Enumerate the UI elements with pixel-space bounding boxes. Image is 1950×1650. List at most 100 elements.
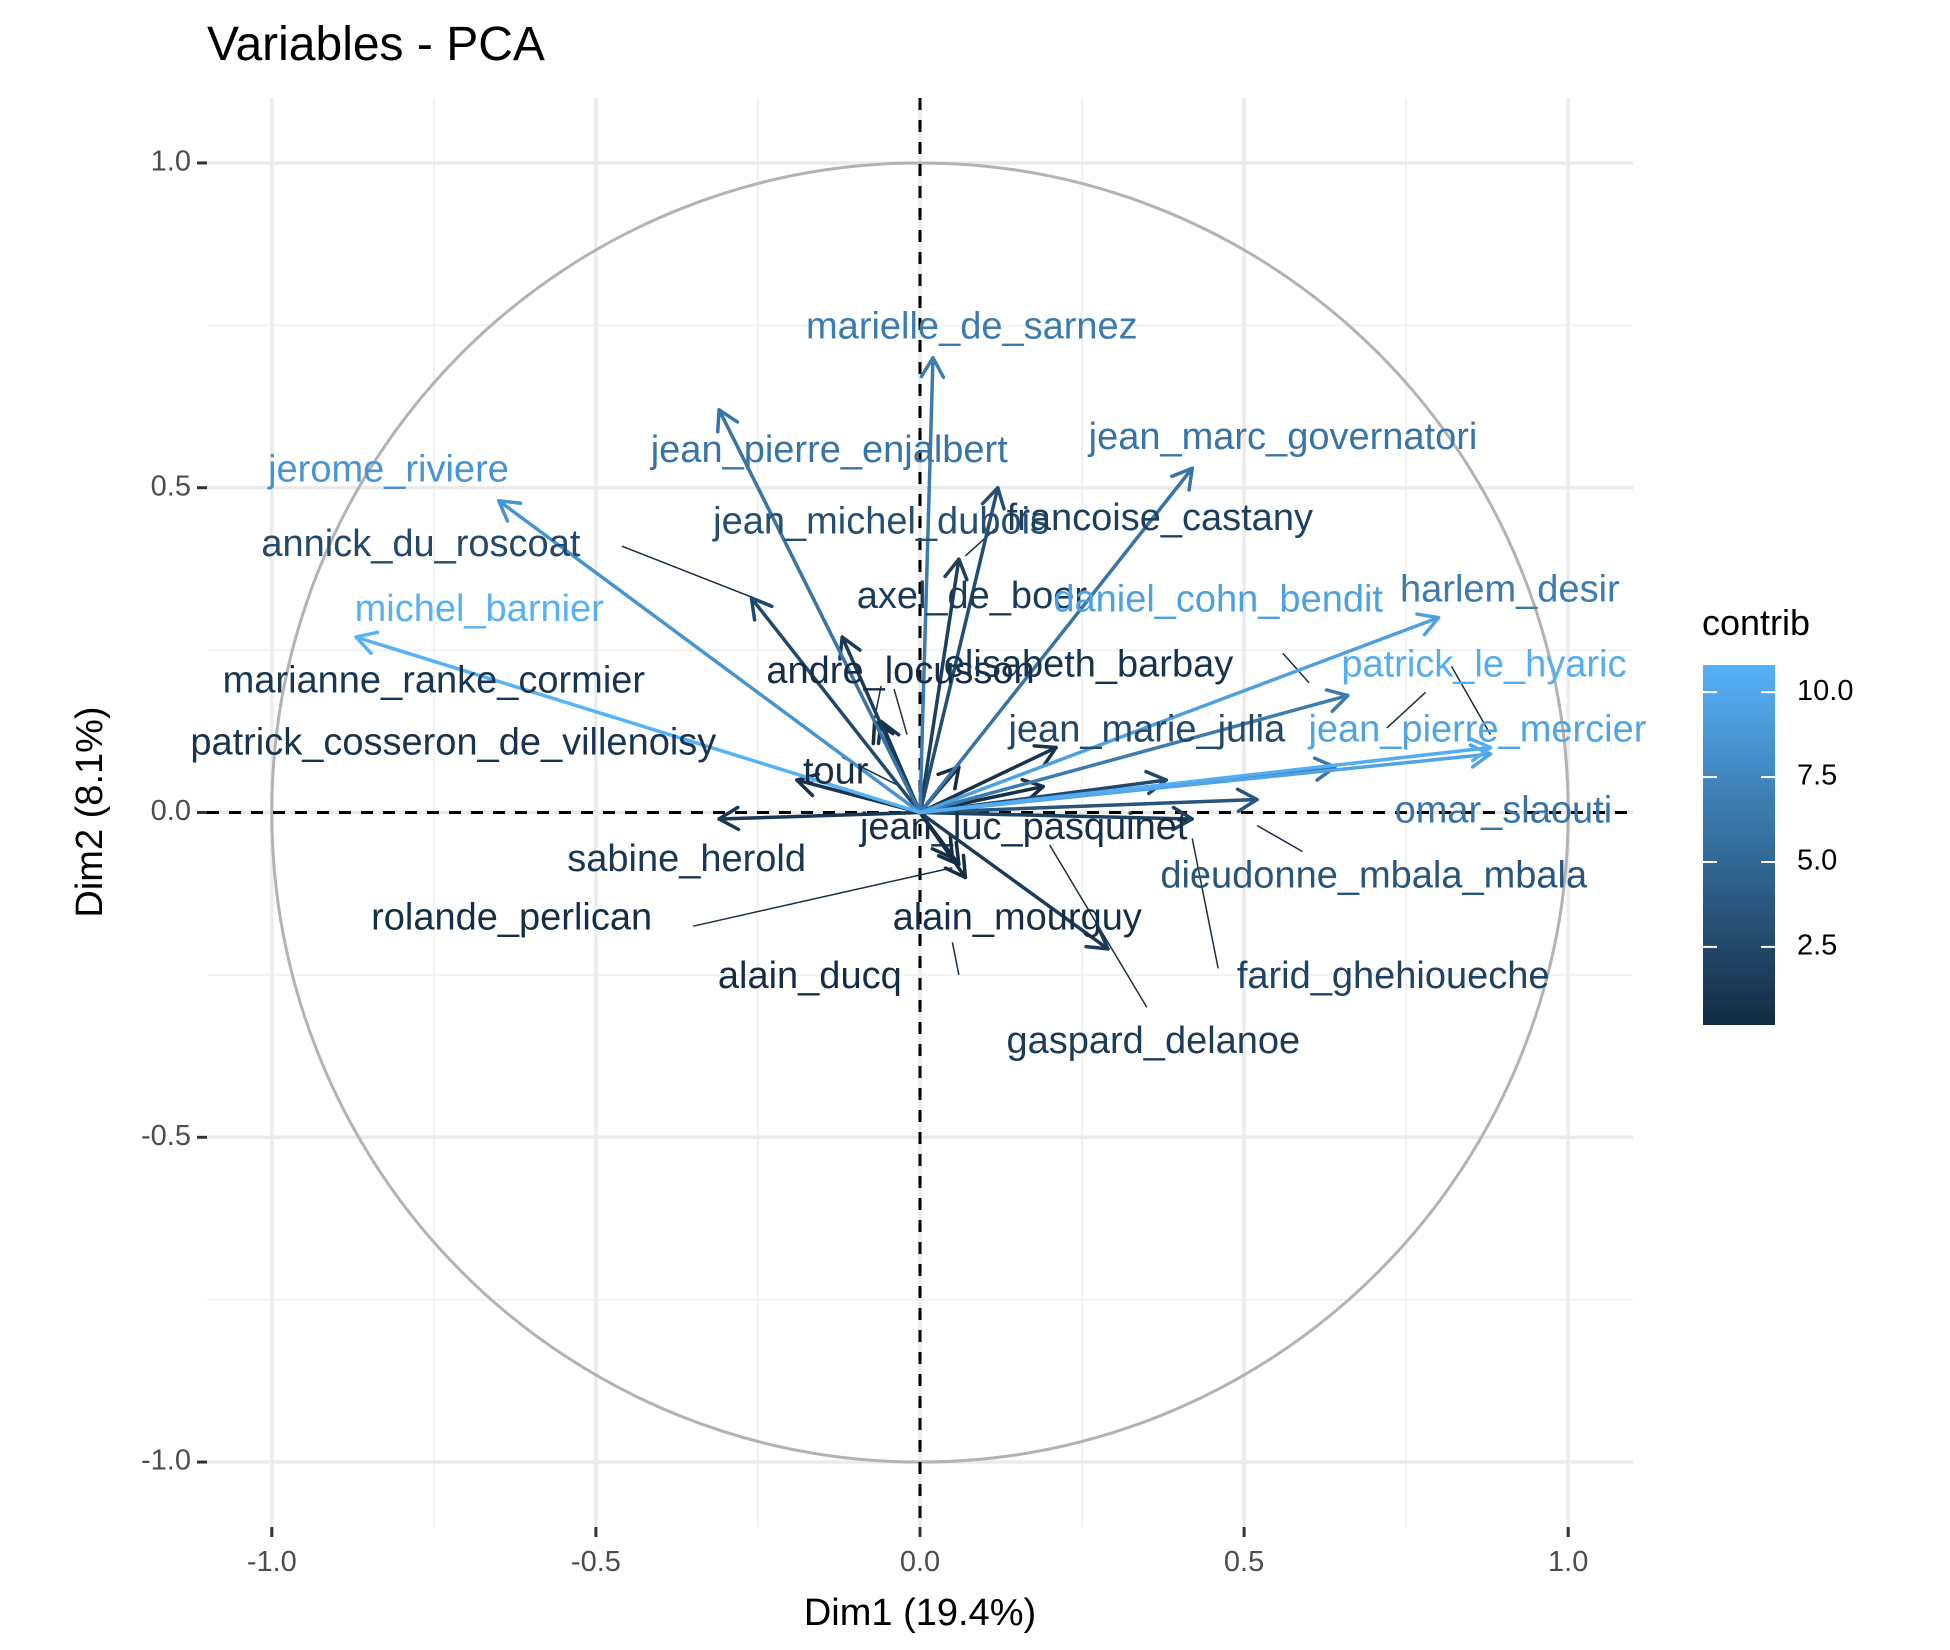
variable-arrow-annick-du-roscoat (749, 596, 922, 815)
variable-label-michel-barnier: michel_barnier (355, 588, 605, 630)
leader-line (1191, 838, 1219, 969)
legend-tick-label: 5.0 (1797, 845, 1837, 877)
variable-label-elisabeth-barbay: elisabeth_barbay (944, 643, 1233, 685)
variable-arrow-alain-mourguy (918, 810, 968, 880)
variable-label-francoise-castany: francoise_castany (1007, 497, 1313, 539)
variable-label-jerome-riviere: jerome_riviere (267, 449, 509, 491)
x-tick-label: -1.0 (247, 1546, 297, 1578)
arrow-head (1032, 744, 1058, 768)
variable-arrow-jean-michel-dubois (918, 485, 1006, 815)
arrow-head (496, 498, 523, 523)
y-tick-label: -1.0 (141, 1445, 191, 1477)
arrow-shaft (749, 596, 922, 815)
y-tick-label: 0.0 (151, 795, 191, 827)
variable-label-alain-mourguy: alain_mourguy (893, 897, 1142, 939)
arrow-head (749, 596, 774, 622)
contrib-legend: contrib 2.5 5.0 7.5 10.0 (1702, 602, 1853, 1025)
variable-arrows (354, 356, 1493, 951)
leader-line (1386, 691, 1427, 729)
variable-label-sabine-herold: sabine_herold (567, 838, 806, 880)
arrow-head (1171, 805, 1194, 832)
chart-title: Variables - PCA (207, 18, 545, 71)
variable-label-jean-pierre-enjalbert: jean_pierre_enjalbert (650, 429, 1008, 471)
leader-line (692, 866, 953, 927)
leader-line (1450, 665, 1492, 735)
leader-line (1256, 824, 1303, 853)
x-tick-label: 1.0 (1548, 1546, 1588, 1578)
variable-label-omar-slaouti: omar_slaouti (1395, 790, 1613, 832)
y-tick-label: -0.5 (141, 1120, 191, 1152)
x-tick-label: -0.5 (571, 1546, 621, 1578)
legend-colorbar (1703, 665, 1775, 1025)
arrow-shaft (918, 745, 1058, 815)
variable-label-farid-ghehioueche: farid_ghehioueche (1237, 955, 1550, 997)
legend-tick-label: 2.5 (1797, 930, 1837, 962)
variable-label-annick-du-roscoat: annick_du_roscoat (261, 523, 580, 565)
arrow-shaft (354, 635, 922, 815)
arrow-head (1324, 688, 1350, 713)
variable-label-gaspard-delanoe: gaspard_delanoe (1006, 1020, 1300, 1062)
y-tick-label: 0.5 (151, 470, 191, 502)
variable-arrow-farid-ghehioueche (918, 805, 1194, 832)
arrow-shaft (918, 615, 1441, 815)
variable-label-marianne-ranke-cormier: marianne_ranke_cormier (223, 660, 646, 702)
arrow-head (795, 772, 820, 798)
axes: -1.0 -0.5 0.0 0.5 1.0 -1.0 -0.5 0.0 0.5 1.0 (141, 146, 1588, 1578)
variable-label-jean-marc-governatori: jean_marc_governatori (1088, 416, 1478, 458)
arrow-shaft (496, 498, 922, 815)
arrow-shaft (918, 797, 1259, 815)
variable-arrow-dieudonne-mbala-mbala (918, 787, 1259, 815)
arrow-shaft (918, 810, 1194, 821)
arrow-shaft (918, 810, 968, 880)
variable-label-patrick-cosseron-de-villenoisy: patrick_cosseron_de_villenoisy (190, 721, 716, 763)
variable-label-alain-ducq: alain_ducq (718, 955, 902, 997)
arrow-head (1235, 787, 1259, 813)
variable-arrow-jean-pierre-enjalbert (715, 408, 922, 815)
legend-tick-label: 10.0 (1797, 675, 1853, 707)
variable-arrow-jean-marc-governatori (918, 466, 1194, 815)
leader-line (964, 526, 999, 557)
arrow-head (919, 356, 946, 379)
x-tick-label: 0.0 (900, 1546, 940, 1578)
y-axis-title: Dim2 (8.1%) (69, 706, 111, 917)
variable-label-tour: tour (803, 751, 869, 793)
leader-line (621, 545, 772, 606)
arrow-head (1084, 927, 1110, 951)
variable-label-patrick-le-hyaric: patrick_le_hyaric (1341, 643, 1626, 685)
variable-label-andre-locusson: andre_locusson (766, 650, 1034, 692)
variable-label-marielle-de-sarnez: marielle_de_sarnez (806, 306, 1138, 348)
arrow-head (943, 557, 969, 582)
arrow-head (1468, 737, 1493, 763)
x-axis-title: Dim1 (19.4%) (804, 1592, 1036, 1634)
y-tick-label: 1.0 (151, 146, 191, 178)
arrow-head (936, 765, 961, 791)
x-tick-label: 0.5 (1224, 1546, 1264, 1578)
variable-label-rolande-perlican: rolande_perlican (371, 897, 652, 939)
variable-labels: marielle_de_sarnezjean_pierre_enjalbertj… (190, 306, 1646, 1063)
variable-arrow-sabine-herold (717, 805, 922, 832)
arrow-shaft (717, 408, 922, 815)
leader-line (1282, 652, 1310, 684)
arrow-head (936, 840, 961, 867)
legend-ticks: 2.5 5.0 7.5 10.0 (1703, 675, 1853, 962)
leader-line (1048, 844, 1148, 1008)
variable-label-daniel-cohn-bendit: daniel_cohn_bendit (1053, 578, 1383, 620)
leader-line (951, 942, 960, 976)
arrow-head (943, 853, 968, 880)
variable-label-jean-pierre-mercier: jean_pierre_mercier (1307, 708, 1646, 750)
leader-line (893, 688, 908, 735)
variable-label-jean-marie-julia: jean_marie_julia (1007, 708, 1286, 750)
arrow-head (1415, 612, 1441, 637)
arrow-head (1170, 466, 1194, 492)
arrow-head (1312, 756, 1337, 782)
variable-arrow-patrick-le-hyaric (918, 737, 1493, 815)
arrow-shaft (717, 810, 922, 821)
arrow-shaft (918, 810, 1110, 951)
variable-arrow-marielle-de-sarnez (918, 356, 946, 815)
variable-arrow-elisabeth-barbay (918, 744, 1058, 815)
arrow-shaft (918, 557, 961, 815)
arrow-head (980, 485, 1006, 511)
arrow-shaft (918, 745, 1493, 815)
variable-arrow-jerome-riviere (496, 498, 922, 815)
